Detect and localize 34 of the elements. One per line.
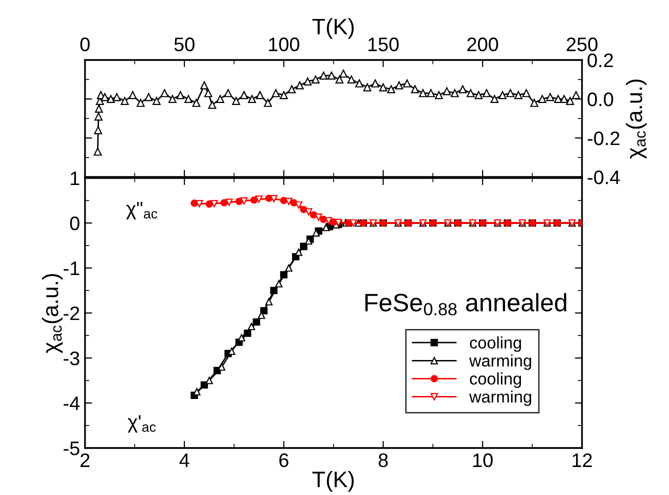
legend-label: warming: [469, 354, 532, 370]
x-tick-label: 4: [179, 454, 190, 467]
y-tick-label: 0.0: [588, 92, 614, 106]
x-tick-label: 250: [566, 38, 598, 52]
x-tick-label: 50: [174, 38, 194, 52]
y-tick-label: -4: [64, 396, 80, 410]
y-tick-label: -2: [64, 306, 80, 320]
y-axis-title: χ$_{ac}$(a.u.): [626, 80, 647, 159]
annotation: FeSe$_{0.88}$ annealed: [365, 293, 566, 316]
x-tick-label: 8: [378, 453, 388, 468]
y-tick-label: -5: [64, 442, 80, 456]
x-axis-title: T(K): [312, 470, 354, 492]
y-axis-title: χ$_{ac}$(a.u.): [42, 274, 63, 354]
x-tick-label: 0: [80, 38, 90, 52]
annotation: χ'$_{ac}$: [128, 415, 156, 433]
x-tick-label: 10: [473, 453, 493, 468]
x-tick-label: 6: [279, 453, 288, 468]
x-tick-label: 12: [572, 453, 592, 467]
y-tick-label: 1: [70, 172, 80, 186]
x-tick-label: 200: [467, 38, 498, 52]
y-tick-label: -0.2: [588, 131, 620, 146]
y-tick-label: 0: [70, 216, 80, 230]
x-tick-label: 100: [269, 38, 300, 52]
y-tick-label: -0.4: [588, 170, 620, 184]
legend-label: cooling: [470, 372, 521, 388]
y-tick-label: -1: [64, 262, 80, 276]
x-tick-label: 150: [368, 38, 399, 52]
x-axis-title: T(K): [312, 18, 354, 39]
annotation: χ"$_{ac}$: [126, 202, 158, 220]
legend-label: cooling: [470, 336, 521, 352]
x-tick-label: 2: [80, 453, 90, 467]
legend-label: warming: [469, 390, 532, 406]
y-tick-label: 0.2: [588, 53, 613, 68]
y-tick-label: -3: [64, 351, 80, 366]
